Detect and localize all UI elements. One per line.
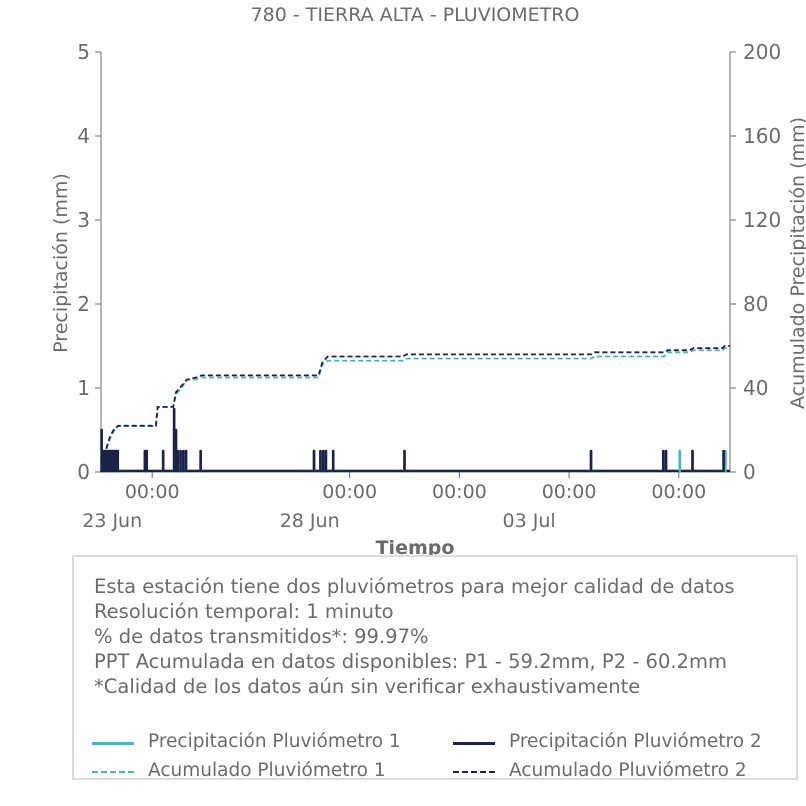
y-tick-label: 4	[77, 124, 90, 148]
y2-tick-label: 120	[743, 208, 781, 232]
y-tick-label: 0	[77, 460, 90, 484]
y-axis-label: Precipitación (mm)	[50, 173, 72, 353]
axes	[95, 51, 736, 478]
note-line-5: *Calidad de los datos aún sin verificar …	[94, 675, 641, 698]
x-tick-label: 00:00	[322, 481, 377, 503]
series-acc2-line	[100, 345, 730, 473]
legend-label-acc1: Acumulado Pluviómetro 1	[148, 760, 386, 781]
note-line-1: Esta estación tiene dos pluviómetros par…	[94, 575, 735, 598]
tick-labels: 0 1 2 3 4 5 0 40 80 120 160 200 00:00 23 Jun 00:00 28 J…	[77, 40, 781, 532]
info-panel: Esta estación tiene dos pluviómetros par…	[72, 555, 798, 781]
legend-swatch-p2	[453, 742, 495, 745]
y-tick-label: 3	[77, 208, 90, 232]
legend-swatch-acc2	[453, 771, 495, 773]
legend-label-p2: Precipitación Pluviómetro 2	[509, 731, 762, 752]
x-tick-date-label: 28 Jun	[280, 510, 340, 532]
x-tick-date-label: 03 Jul	[503, 510, 556, 532]
y2-tick-label: 200	[743, 40, 781, 64]
x-axis-label: Tiempo	[376, 537, 455, 555]
rainfall-chart: 780 - TIERRA ALTA - PLUVIOMETRO 0 1 2 3 4 5 0 4…	[50, 4, 806, 555]
legend-label-acc2: Acumulado Pluviómetro 2	[509, 760, 747, 781]
x-tick-label: 00:00	[432, 481, 487, 503]
chart-title: 780 - TIERRA ALTA - PLUVIOMETRO	[251, 4, 580, 26]
series-acc1-line	[100, 347, 730, 473]
x-tick-label: 00:00	[125, 481, 180, 503]
legend-swatch-acc1	[92, 771, 134, 773]
note-line-4: PPT Acumulada en datos disponibles: P1 -…	[94, 650, 727, 673]
x-tick-label: 00:00	[542, 481, 597, 503]
y2-tick-label: 40	[743, 376, 768, 400]
x-tick-label: 00:00	[651, 481, 706, 503]
note-line-2: Resolución temporal: 1 minuto	[94, 600, 394, 623]
legend-swatch-p1	[92, 742, 134, 745]
legend-label-p1: Precipitación Pluviómetro 1	[148, 731, 401, 752]
y2-tick-label: 80	[743, 292, 768, 316]
x-tick-date-label: 23 Jun	[82, 510, 142, 532]
y2-tick-label: 160	[743, 124, 781, 148]
y-tick-label: 1	[77, 376, 90, 400]
y2-tick-label: 0	[743, 460, 756, 484]
y-tick-label: 2	[77, 292, 90, 316]
y2-axis-label: Acumulado Precipitación (mm)	[787, 117, 806, 409]
note-line-3: % de datos transmitidos*: 99.97%	[94, 625, 429, 648]
y-tick-label: 5	[77, 40, 90, 64]
chart-marks	[100, 345, 730, 473]
